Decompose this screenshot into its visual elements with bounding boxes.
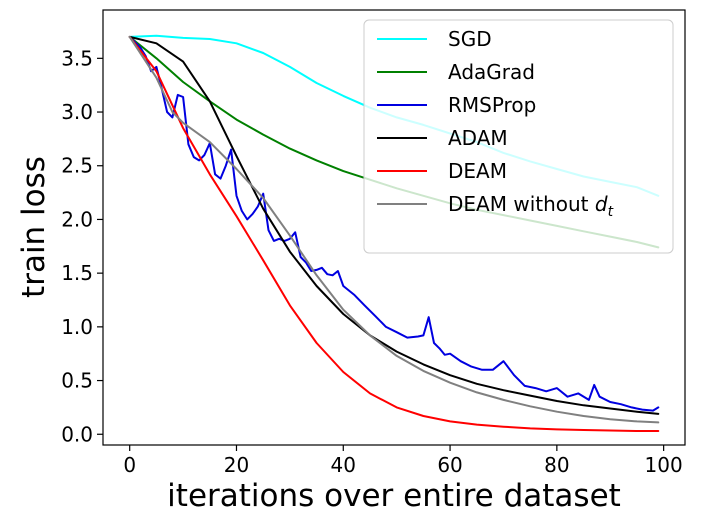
legend-label: ADAM [448,126,508,150]
x-tick-label: 20 [224,453,249,477]
legend-label-text: RMSProp [448,93,536,117]
legend-label-text: ADAM [448,126,508,150]
legend-label: AdaGrad [448,60,535,84]
x-tick-label: 80 [544,453,569,477]
legend: SGD AdaGrad RMSProp ADAM DEAM DEAM without dt [363,19,674,254]
x-axis: 0 20 40 60 80 100 [123,445,683,477]
legend-math-subscript: t [608,204,614,220]
y-tick-label: 3.5 [61,46,93,70]
series-line-rmsprop [128,35,660,412]
plot-frame [102,9,686,446]
x-tick-label: 0 [123,453,136,477]
legend-label: DEAM without dt [448,192,614,220]
y-tick-label: 0.0 [61,422,93,446]
y-tick-label: 0.5 [61,369,93,393]
legend-label-text: DEAM without [448,192,595,216]
legend-math-symbol: d [595,192,608,216]
legend-label-text: AdaGrad [448,60,535,84]
series-line-adam [128,35,660,415]
legend-label-text: DEAM [448,159,507,183]
y-tick-label: 1.5 [61,261,93,285]
y-tick-label: 2.0 [61,207,93,231]
legend-label: SGD [448,27,492,51]
series-line-deam [128,35,660,432]
x-axis-title: iterations over entire dataset [167,478,621,514]
y-axis-title: train loss [16,156,52,298]
legend-box [363,19,674,254]
y-tick-label: 1.0 [61,315,93,339]
x-tick-label: 100 [645,453,683,477]
y-tick-label: 2.5 [61,154,93,178]
x-tick-label: 60 [437,453,462,477]
series-line-deam-without-d-t [128,35,660,424]
legend-label: DEAM [448,159,507,183]
y-axis: 0.0 0.5 1.0 1.5 2.0 2.5 3.0 3.5 [61,46,103,446]
y-tick-label: 3.0 [61,100,93,124]
legend-label-text: SGD [448,27,492,51]
legend-label: RMSProp [448,93,536,117]
x-tick-label: 40 [331,453,356,477]
